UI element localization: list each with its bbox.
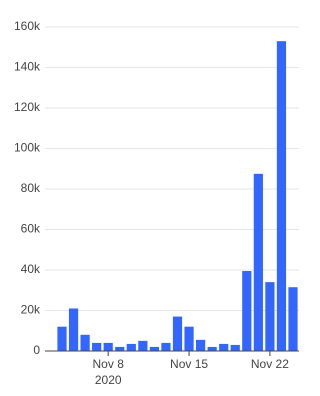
bar xyxy=(161,342,171,351)
y-tick-label: 160k xyxy=(14,19,41,33)
bar xyxy=(68,308,79,351)
bar xyxy=(265,282,275,351)
bar xyxy=(57,326,67,351)
x-tick-label-line: Nov 8 xyxy=(93,357,125,371)
x-tick-label-line: Nov 22 xyxy=(251,357,289,371)
bar xyxy=(138,340,148,351)
bar xyxy=(242,271,252,351)
y-tick-label: 120k xyxy=(14,100,41,114)
y-tick-label: 140k xyxy=(14,60,41,74)
y-tick-label: 40k xyxy=(21,262,41,276)
bar xyxy=(219,343,229,351)
bar xyxy=(253,173,263,351)
bar xyxy=(288,287,298,351)
y-tick-label: 60k xyxy=(21,222,41,236)
bar xyxy=(149,346,159,351)
bar xyxy=(184,326,194,351)
x-tick-label: Nov 15 xyxy=(170,357,208,371)
x-tick-label: Nov 8 2020 xyxy=(93,357,125,387)
bar xyxy=(103,342,113,351)
bar xyxy=(92,342,102,351)
y-tick-label: 0 xyxy=(33,343,40,357)
x-tick-label-line: 2020 xyxy=(95,373,122,387)
bar xyxy=(196,339,206,351)
bar xyxy=(172,316,183,351)
bar xyxy=(80,334,90,351)
bar xyxy=(230,344,240,351)
y-tick-label: 80k xyxy=(21,181,41,195)
bar xyxy=(276,41,287,352)
bar xyxy=(207,346,217,351)
x-tick-label-line: Nov 15 xyxy=(170,357,208,371)
y-tick-label: 100k xyxy=(14,141,41,155)
bar xyxy=(126,343,136,351)
bar xyxy=(115,346,125,351)
y-tick-label: 20k xyxy=(21,303,41,317)
x-tick-label: Nov 22 xyxy=(251,357,289,371)
